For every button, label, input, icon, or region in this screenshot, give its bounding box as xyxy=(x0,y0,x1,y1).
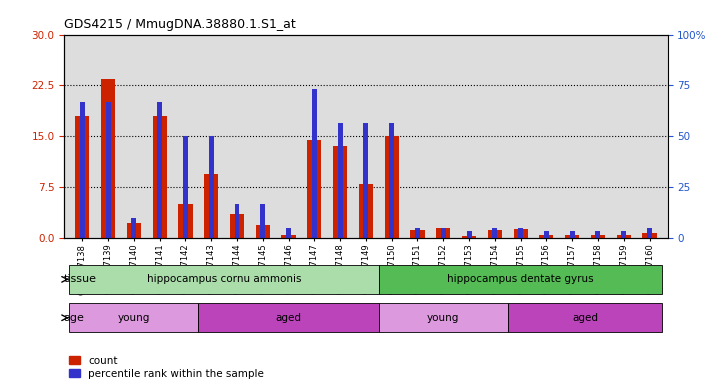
Bar xyxy=(411,230,425,238)
Bar xyxy=(513,229,528,238)
Bar xyxy=(379,303,508,332)
Bar xyxy=(69,265,379,294)
Bar xyxy=(647,228,652,238)
Bar xyxy=(466,231,471,238)
Bar xyxy=(230,214,244,238)
Bar xyxy=(441,228,446,238)
Bar xyxy=(101,79,115,238)
Bar xyxy=(595,231,600,238)
Text: young: young xyxy=(427,313,460,323)
Text: hippocampus dentate gyrus: hippocampus dentate gyrus xyxy=(447,274,594,285)
Bar xyxy=(106,103,111,238)
Bar xyxy=(204,174,218,238)
Bar xyxy=(261,204,266,238)
Bar xyxy=(153,116,167,238)
Bar xyxy=(338,123,343,238)
Bar xyxy=(508,303,663,332)
Legend: count, percentile rank within the sample: count, percentile rank within the sample xyxy=(69,356,264,379)
Bar xyxy=(389,123,394,238)
Bar xyxy=(565,235,579,238)
Bar xyxy=(75,116,89,238)
Bar xyxy=(488,230,502,238)
Bar xyxy=(436,228,451,238)
Bar xyxy=(286,228,291,238)
Text: aged: aged xyxy=(572,313,598,323)
Bar xyxy=(208,136,213,238)
Bar xyxy=(69,303,198,332)
Bar xyxy=(131,218,136,238)
Text: aged: aged xyxy=(276,313,301,323)
Text: young: young xyxy=(118,313,150,323)
Bar xyxy=(183,136,188,238)
Text: tissue: tissue xyxy=(64,274,96,285)
Text: GDS4215 / MmugDNA.38880.1.S1_at: GDS4215 / MmugDNA.38880.1.S1_at xyxy=(64,18,296,31)
Bar xyxy=(617,235,631,238)
Text: hippocampus cornu ammonis: hippocampus cornu ammonis xyxy=(147,274,301,285)
Bar xyxy=(256,225,270,238)
Bar xyxy=(518,228,523,238)
Bar xyxy=(234,204,239,238)
Bar xyxy=(379,265,663,294)
Bar xyxy=(178,204,193,238)
Bar xyxy=(80,103,85,238)
Bar xyxy=(591,235,605,238)
Bar xyxy=(281,235,296,238)
Bar xyxy=(157,103,162,238)
Bar xyxy=(359,184,373,238)
Bar xyxy=(127,223,141,238)
Bar xyxy=(415,228,420,238)
Bar xyxy=(307,140,321,238)
Bar xyxy=(493,228,498,238)
Bar xyxy=(363,123,368,238)
Bar xyxy=(539,235,553,238)
Bar xyxy=(385,136,399,238)
Bar xyxy=(198,303,379,332)
Bar xyxy=(570,231,575,238)
Text: age: age xyxy=(64,313,85,323)
Bar xyxy=(333,147,347,238)
Bar xyxy=(643,233,657,238)
Bar xyxy=(621,231,626,238)
Bar xyxy=(544,231,549,238)
Bar xyxy=(312,89,317,238)
Bar xyxy=(462,236,476,238)
